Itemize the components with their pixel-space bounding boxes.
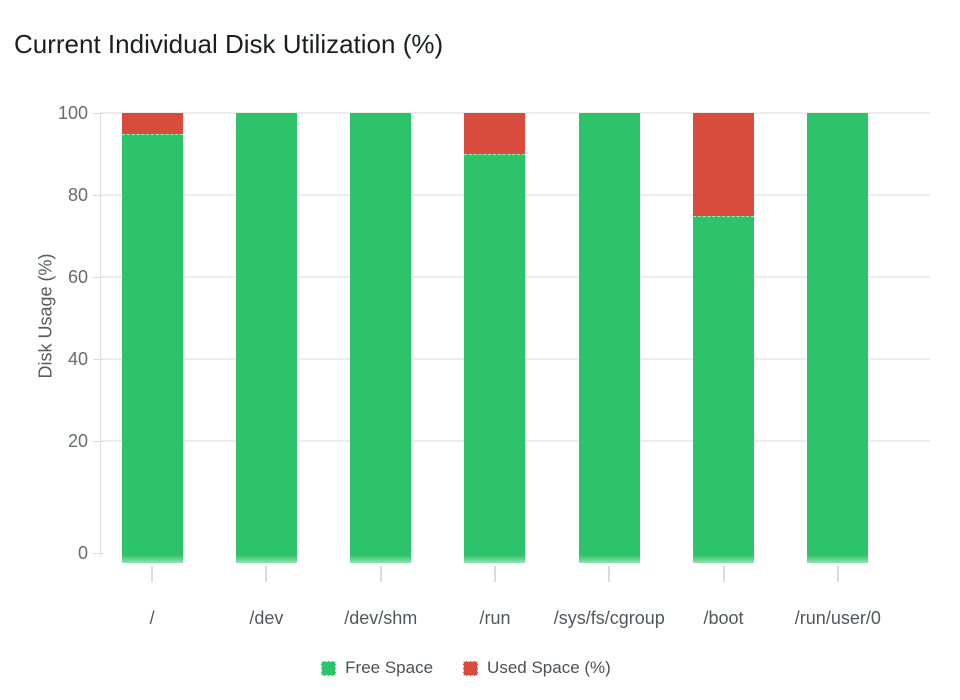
y-tick-mark xyxy=(93,441,103,442)
x-tick-mark xyxy=(379,566,382,582)
bar-bottom-fade xyxy=(464,555,526,563)
x-tick-slot xyxy=(209,566,323,582)
bar xyxy=(464,113,526,563)
x-label-slot: /dev/shm xyxy=(324,607,438,629)
x-tick-slot xyxy=(781,566,895,582)
x-tick-mark xyxy=(493,566,496,582)
bar-segment-free-space[interactable] xyxy=(693,215,755,563)
x-axis-labels: / /dev/dev/shm/run/sys/fs/cgroup/boot/run… xyxy=(95,607,895,629)
bar-slot xyxy=(666,113,780,563)
x-tick-slot xyxy=(552,566,666,582)
x-tick-mark xyxy=(151,566,154,582)
x-tick-mark xyxy=(265,566,268,582)
legend-label: Used Space (%) xyxy=(487,658,611,677)
y-tick-mark xyxy=(93,553,103,554)
legend: Free Space Used Space (%) xyxy=(0,659,946,677)
x-tick-mark xyxy=(836,566,839,582)
x-label-slot: /sys/fs/cgroup xyxy=(552,607,666,629)
chart-title: Current Individual Disk Utilization (%) xyxy=(14,29,444,59)
bar-bottom-fade xyxy=(578,555,640,563)
bar-segment-free-space[interactable] xyxy=(350,113,412,563)
y-tick-label: 60 xyxy=(67,267,88,287)
x-tick-slot xyxy=(324,566,438,582)
y-axis-line xyxy=(100,113,101,557)
y-tick-mark xyxy=(93,277,103,278)
x-axis-label: /dev/shm xyxy=(344,608,418,628)
legend-swatch-icon xyxy=(463,660,479,676)
y-tick-label: 20 xyxy=(67,431,88,451)
bar-slot xyxy=(95,113,209,563)
legend-item-used-space[interactable]: Used Space (%) xyxy=(463,659,611,677)
y-tick-mark xyxy=(93,113,103,114)
x-label-slot: /dev xyxy=(209,607,323,629)
x-axis-label: /boot xyxy=(703,608,744,628)
bar-bottom-fade xyxy=(235,555,297,563)
bar-bottom-fade xyxy=(807,555,869,563)
x-label-slot: /run/user/0 xyxy=(781,607,895,629)
legend-item-free-space[interactable]: Free Space xyxy=(321,659,433,677)
bar-slot xyxy=(552,113,666,563)
x-axis-label: /run/user/0 xyxy=(794,608,881,628)
x-tick-slot xyxy=(666,566,780,582)
bar-slot xyxy=(781,113,895,563)
bars-row xyxy=(95,113,895,563)
legend-label: Free Space xyxy=(345,658,434,677)
y-tick-label: 40 xyxy=(67,349,88,369)
y-axis-ticks: 100 80 60 40 20 0 xyxy=(0,103,88,563)
x-axis-label: /dev xyxy=(249,608,284,628)
y-tick-label: 100 xyxy=(57,103,88,123)
x-axis-label: /sys/fs/cgroup xyxy=(553,608,665,628)
bar-slot xyxy=(209,113,323,563)
bar-bottom-fade xyxy=(121,555,183,563)
bar xyxy=(693,113,755,563)
y-tick-mark xyxy=(93,195,103,196)
bar-segment-used-space[interactable] xyxy=(121,113,183,134)
bar-segment-free-space[interactable] xyxy=(235,113,297,563)
bar xyxy=(121,113,183,563)
x-tick-mark xyxy=(608,566,611,582)
bar xyxy=(578,113,640,563)
bar xyxy=(807,113,869,563)
bar-bottom-fade xyxy=(350,555,412,563)
bar-segment-used-space[interactable] xyxy=(464,113,526,154)
x-axis-tick-marks xyxy=(95,566,895,582)
bar-slot xyxy=(324,113,438,563)
bar-segment-free-space[interactable] xyxy=(807,113,869,563)
bar xyxy=(350,113,412,563)
x-label-slot: /boot xyxy=(666,607,780,629)
bar-segment-free-space[interactable] xyxy=(578,113,640,563)
x-tick-slot xyxy=(95,566,209,582)
x-label-slot: / xyxy=(95,607,209,629)
bar xyxy=(235,113,297,563)
x-axis-label: /run xyxy=(479,608,511,628)
bar-segment-free-space[interactable] xyxy=(464,154,526,563)
bar-slot xyxy=(438,113,552,563)
legend-swatch-icon xyxy=(321,660,337,676)
x-tick-mark xyxy=(722,566,725,582)
y-tick-mark xyxy=(93,359,103,360)
y-tick-label: 80 xyxy=(67,185,88,205)
bar-segment-used-space[interactable] xyxy=(693,113,755,216)
x-label-slot: /run xyxy=(438,607,552,629)
bar-bottom-fade xyxy=(693,555,755,563)
y-tick-label: 0 xyxy=(77,543,88,563)
bar-segment-free-space[interactable] xyxy=(121,133,183,563)
x-axis-label: / xyxy=(149,608,155,628)
x-tick-slot xyxy=(438,566,552,582)
